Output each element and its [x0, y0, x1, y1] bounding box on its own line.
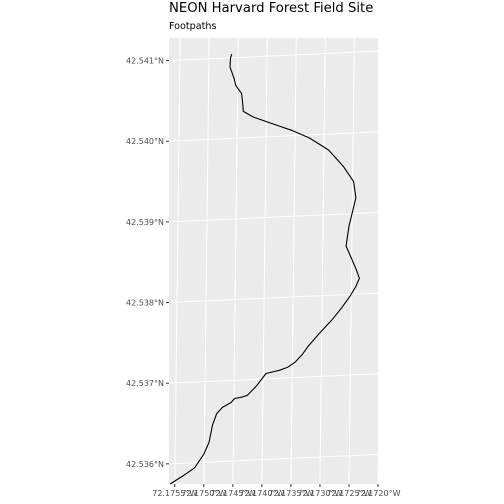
- longitude-gridline-1: [203, 37, 210, 485]
- longitude-gridline-4: [290, 37, 297, 485]
- latitude-gridline-4: [168, 131, 379, 142]
- x-tick-label-2: 72.1745°W: [210, 489, 255, 498]
- y-axis: 42.536°N 42.537°N 42.538°N 42.539°N 42.540°N…: [126, 57, 169, 469]
- graticule: [168, 37, 384, 485]
- latitude-gridline-3: [168, 211, 379, 223]
- y-tick-label-1: 42.537°N: [126, 379, 164, 388]
- longitude-gridline-2: [232, 37, 239, 485]
- y-tick-label-5: 42.541°N: [126, 57, 164, 66]
- y-tick-label-4: 42.540°N: [126, 137, 164, 146]
- y-tick-label-0: 42.536°N: [126, 460, 164, 469]
- x-axis: 72.1755°W72.1750°W72.1745°W72.1740°W72.1…: [152, 484, 401, 498]
- longitude-gridline-6: [348, 37, 355, 485]
- y-tick-label-2: 42.538°N: [126, 299, 164, 308]
- x-tick-label-4: 72.1735°W: [268, 489, 313, 498]
- longitude-gridline-0: [174, 37, 181, 485]
- x-tick-label-3: 72.1740°W: [239, 489, 284, 498]
- latitude-gridline-5: [168, 50, 379, 62]
- x-tick-label-0: 72.1755°W: [152, 489, 197, 498]
- footpath-layer: [169, 53, 360, 485]
- longitude-gridline-7: [377, 37, 384, 485]
- x-tick-label-1: 72.1750°W: [181, 489, 226, 498]
- x-tick-label-5: 72.1730°W: [297, 489, 342, 498]
- plot-title: NEON Harvard Forest Field Site: [169, 1, 374, 16]
- plot-subtitle: Footpaths: [169, 21, 217, 32]
- longitude-gridline-3: [261, 37, 268, 485]
- x-tick-label-7: 72.1720°W: [356, 489, 401, 498]
- footpath-line-0: [169, 53, 360, 485]
- y-tick-label-3: 42.539°N: [126, 218, 164, 227]
- x-tick-label-6: 72.1725°W: [326, 489, 371, 498]
- latitude-gridline-1: [168, 373, 379, 384]
- latitude-gridline-2: [168, 292, 379, 304]
- longitude-gridline-5: [319, 37, 326, 485]
- plot-panel: [169, 38, 378, 484]
